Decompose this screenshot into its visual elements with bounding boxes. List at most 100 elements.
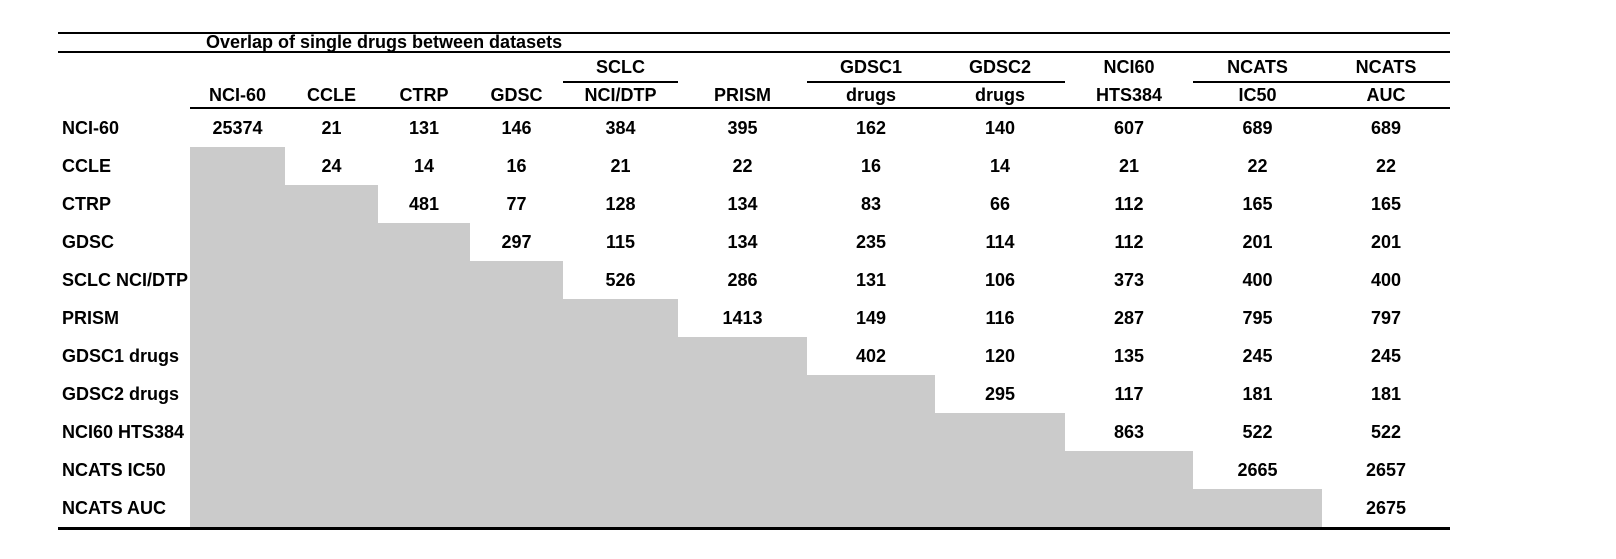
matrix-cell: 112 <box>1114 232 1144 252</box>
column-header: AUC <box>1366 85 1406 105</box>
matrix-cell: 2675 <box>1365 498 1407 518</box>
matrix-cell-empty <box>807 451 935 489</box>
matrix-cell-empty <box>190 451 285 489</box>
row-label: GDSC1 drugs <box>62 346 180 366</box>
matrix-cell: 114 <box>985 232 1015 252</box>
matrix-cell: 135 <box>1113 346 1145 366</box>
matrix-cell: 16 <box>860 156 882 176</box>
matrix-cell-empty <box>190 223 285 261</box>
matrix-cell-empty <box>190 261 285 299</box>
matrix-cell: 112 <box>1114 194 1144 214</box>
matrix-cell: 24 <box>321 156 342 176</box>
matrix-cell-empty <box>285 413 378 451</box>
spanner-underline <box>563 81 678 83</box>
matrix-cell-empty <box>563 451 678 489</box>
spanner-underline <box>807 81 1065 83</box>
matrix-cell-empty <box>285 299 378 337</box>
matrix-cell: 402 <box>855 346 887 366</box>
matrix-cell: 863 <box>1113 422 1145 442</box>
matrix-cell: 134 <box>727 194 758 214</box>
matrix-cell: 245 <box>1242 346 1273 366</box>
matrix-cell: 22 <box>1375 156 1397 176</box>
matrix-cell-empty <box>1065 489 1193 527</box>
matrix-cell: 181 <box>1370 384 1402 404</box>
matrix-cell: 245 <box>1370 346 1402 366</box>
matrix-cell-empty <box>678 489 807 527</box>
column-header: drugs <box>845 85 896 105</box>
matrix-cell-empty <box>470 299 563 337</box>
matrix-cell: 526 <box>605 270 636 290</box>
matrix-cell-empty <box>470 489 563 527</box>
column-header: CTRP <box>399 85 449 105</box>
matrix-cell: 14 <box>989 156 1011 176</box>
matrix-cell: 77 <box>506 194 527 214</box>
matrix-cell: 66 <box>989 194 1011 214</box>
matrix-cell: 14 <box>413 156 435 176</box>
title-row: Overlap of single drugs between datasets <box>58 32 1450 53</box>
spanner-header-row: SCLC GDSC1 GDSC2 NCI60 NCATS NCATS <box>58 53 1450 83</box>
column-header: CCLE <box>307 85 356 105</box>
column-spanner-label: NCATS <box>1227 57 1288 77</box>
matrix-cell: 522 <box>1242 422 1273 442</box>
matrix-cell: 400 <box>1370 270 1402 290</box>
matrix-cell: 201 <box>1242 232 1273 252</box>
column-header: NCI-60 <box>208 85 266 105</box>
matrix-cell: 131 <box>855 270 887 290</box>
matrix-grid: NCI-60 25374 21 131 146 384 395 162 140 607 689 689… <box>58 109 1450 530</box>
row-label: CCLE <box>62 156 111 176</box>
matrix-cell-empty <box>378 489 470 527</box>
matrix-cell-empty <box>285 375 378 413</box>
matrix-cell-empty <box>807 413 935 451</box>
row-label: NCATS AUC <box>62 498 166 518</box>
matrix-cell: 1413 <box>722 308 763 328</box>
matrix-cell: 797 <box>1370 308 1402 328</box>
matrix-cell-empty <box>285 261 378 299</box>
matrix-cell: 21 <box>1118 156 1140 176</box>
matrix-cell: 400 <box>1242 270 1273 290</box>
matrix-cell-empty <box>285 337 378 375</box>
row-label: PRISM <box>62 308 120 328</box>
header-bottom-rule <box>190 107 1450 109</box>
matrix-cell-empty <box>378 261 470 299</box>
matrix-cell: 149 <box>855 308 887 328</box>
matrix-cell: 120 <box>984 346 1016 366</box>
matrix-cell: 140 <box>984 118 1016 138</box>
row-label: GDSC2 drugs <box>62 384 180 404</box>
matrix-cell: 25374 <box>212 118 263 138</box>
matrix-cell-empty <box>470 261 563 299</box>
matrix-cell-empty <box>935 489 1065 527</box>
matrix-cell-empty <box>190 337 285 375</box>
column-spanner-label: NCI60 <box>1103 57 1155 77</box>
matrix-cell: 165 <box>1242 194 1273 214</box>
row-label: NCI-60 <box>62 118 120 138</box>
matrix-cell-empty <box>378 337 470 375</box>
matrix-cell-empty <box>285 223 378 261</box>
matrix-cell-empty <box>190 413 285 451</box>
matrix-cell-empty <box>807 489 935 527</box>
matrix-cell-empty <box>678 337 807 375</box>
matrix-cell: 395 <box>727 118 758 138</box>
matrix-cell-empty <box>378 223 470 261</box>
column-header: GDSC <box>490 85 543 105</box>
matrix-cell: 162 <box>855 118 887 138</box>
matrix-cell: 128 <box>605 194 636 214</box>
column-spanner-label: GDSC1 <box>839 57 902 77</box>
matrix-cell: 295 <box>984 384 1016 404</box>
matrix-cell: 201 <box>1370 232 1402 252</box>
row-label: NCI60 HTS384 <box>62 422 185 442</box>
row-label: CTRP <box>62 194 111 214</box>
row-label: GDSC <box>62 232 115 252</box>
matrix-cell-empty <box>285 489 378 527</box>
matrix-cell: 131 <box>408 118 440 138</box>
matrix-cell: 21 <box>610 156 631 176</box>
matrix-cell: 481 <box>408 194 440 214</box>
column-header: drugs <box>974 85 1025 105</box>
matrix-cell-empty <box>470 337 563 375</box>
matrix-cell: 2665 <box>1237 460 1278 480</box>
matrix-cell-empty <box>1193 489 1322 527</box>
matrix-cell-empty <box>190 375 285 413</box>
matrix-cell: 83 <box>860 194 882 214</box>
matrix-cell-empty <box>190 489 285 527</box>
matrix-cell-empty <box>285 451 378 489</box>
matrix-cell: 384 <box>605 118 636 138</box>
